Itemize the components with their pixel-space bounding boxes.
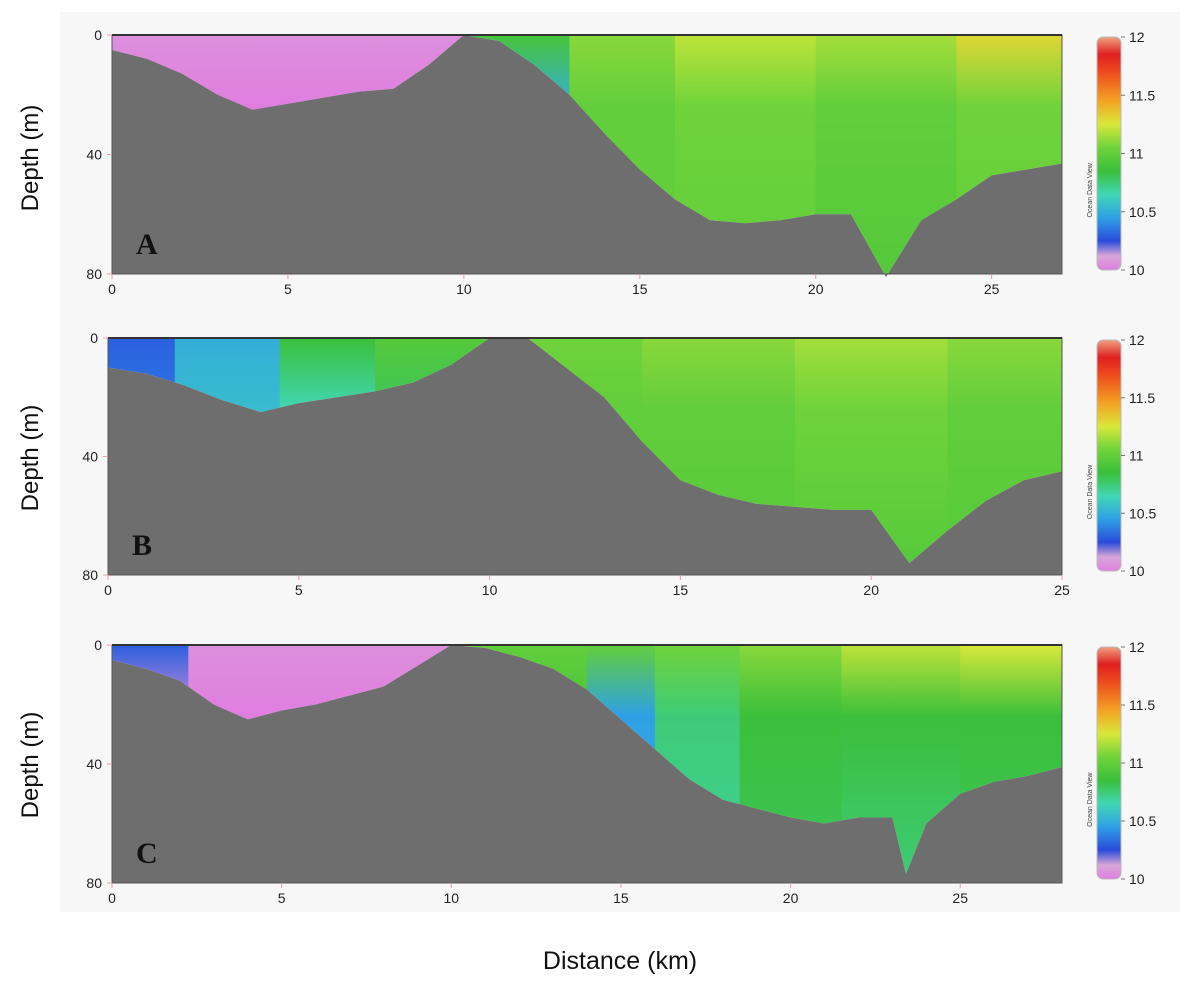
colorbar-tick-label: 10.5 xyxy=(1129,505,1156,521)
odv-watermark: Ocean Data View xyxy=(1087,772,1094,827)
odv-watermark: Ocean Data View xyxy=(1087,464,1094,519)
x-tick-label: 5 xyxy=(295,582,303,598)
x-tick-label: 25 xyxy=(1054,582,1070,598)
x-axis-label: Distance (km) xyxy=(543,947,697,975)
bathymetry xyxy=(108,338,1062,575)
panel-a: 0 5 10 15 20 25 0 40 80 A 10 10.5 11 11.5 12 Ocean Data… xyxy=(86,27,1156,297)
x-tick-label: 10 xyxy=(482,582,498,598)
bathymetry xyxy=(112,645,1062,883)
panel-label: A xyxy=(136,228,158,261)
colorbar xyxy=(1096,646,1122,880)
colorbar-tick-label: 12 xyxy=(1129,29,1145,45)
odv-watermark: Ocean Data View xyxy=(1087,162,1094,217)
x-tick-label: 25 xyxy=(952,890,968,906)
colorbar xyxy=(1096,36,1122,271)
panel-b: 0 5 10 15 20 25 0 40 80 B 10 10.5 11 11.5 12 Ocean Data… xyxy=(82,330,1156,598)
colorbar xyxy=(1096,339,1122,572)
panel-label: C xyxy=(136,837,158,870)
y-tick-label: 40 xyxy=(86,147,102,163)
y-tick-label: 40 xyxy=(86,756,102,772)
x-tick-label: 15 xyxy=(673,582,689,598)
y-tick-label: 40 xyxy=(82,449,98,465)
x-tick-label: 0 xyxy=(108,281,116,297)
y-axis-label-panel-b: Depth (m) xyxy=(17,405,44,512)
colorbar-tick-label: 10 xyxy=(1129,563,1145,579)
colorbar-tick-label: 10.5 xyxy=(1129,204,1156,220)
colorbar-tick-label: 11 xyxy=(1129,146,1144,162)
colorbar-tick-label: 11 xyxy=(1129,755,1144,771)
x-tick-label: 15 xyxy=(613,890,629,906)
y-tick-label: 80 xyxy=(86,875,102,891)
x-tick-label: 5 xyxy=(278,890,286,906)
y-tick-label: 80 xyxy=(86,266,102,282)
x-tick-label: 0 xyxy=(108,890,116,906)
y-tick-label: 80 xyxy=(82,567,98,583)
x-tick-label: 10 xyxy=(443,890,459,906)
y-axis-label-panel-c: Depth (m) xyxy=(17,712,44,819)
colorbar-tick-label: 10 xyxy=(1129,871,1145,887)
colorbar-tick-label: 10.5 xyxy=(1129,813,1156,829)
x-tick-label: 10 xyxy=(456,281,472,297)
colorbar-tick-label: 11.5 xyxy=(1129,390,1155,406)
y-tick-label: 0 xyxy=(90,330,98,346)
y-tick-label: 0 xyxy=(94,27,102,43)
colorbar-tick-label: 11.5 xyxy=(1129,697,1155,713)
y-axis-label-panel-a: Depth (m) xyxy=(17,105,44,212)
colorbar-tick-label: 10 xyxy=(1129,262,1145,278)
colorbar-tick-label: 12 xyxy=(1129,332,1145,348)
colorbar-tick-label: 11.5 xyxy=(1129,87,1155,103)
x-tick-label: 20 xyxy=(783,890,799,906)
colorbar-tick-label: 11 xyxy=(1129,448,1144,464)
panel-c: 0 5 10 15 20 25 0 40 80 C 10 10.5 11 11.5 12 Ocean Data… xyxy=(86,637,1156,906)
bathymetry xyxy=(112,35,1062,277)
x-tick-label: 0 xyxy=(104,582,112,598)
x-tick-label: 25 xyxy=(984,281,1000,297)
x-tick-label: 15 xyxy=(632,281,648,297)
x-tick-label: 20 xyxy=(808,281,824,297)
panel-label: B xyxy=(132,529,152,562)
y-tick-label: 0 xyxy=(94,637,102,653)
x-tick-label: 5 xyxy=(284,281,292,297)
x-tick-label: 20 xyxy=(863,582,879,598)
colorbar-tick-label: 12 xyxy=(1129,639,1145,655)
